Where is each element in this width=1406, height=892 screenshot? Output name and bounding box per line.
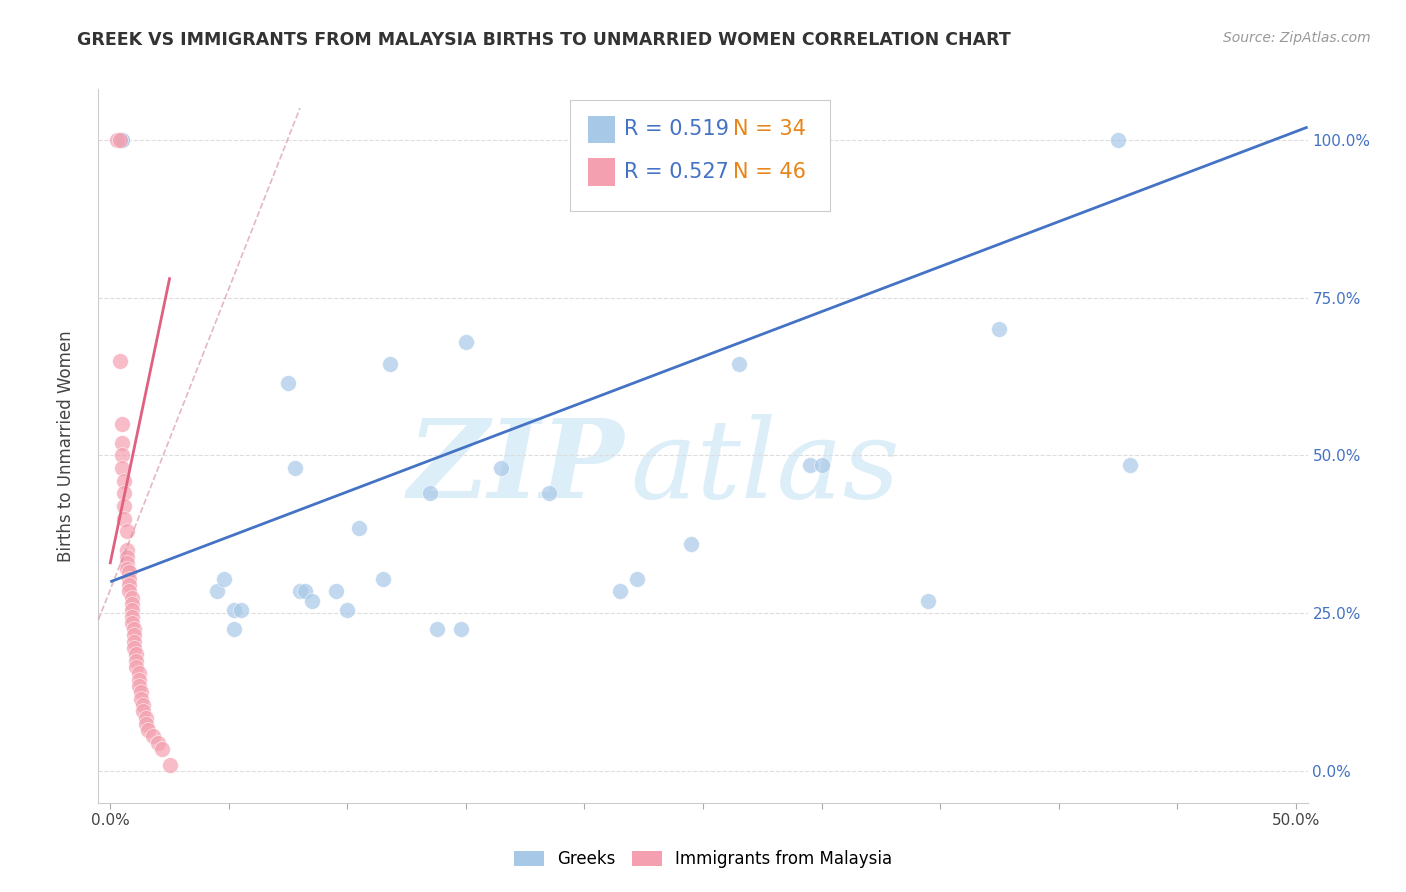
- Point: [491, 461, 513, 475]
- Point: [115, 543, 138, 558]
- FancyBboxPatch shape: [588, 159, 614, 186]
- Point: [118, 578, 141, 592]
- Text: R = 0.519: R = 0.519: [624, 120, 730, 139]
- Point: [142, 730, 165, 744]
- Text: R = 0.527: R = 0.527: [624, 162, 730, 182]
- Point: [122, 641, 145, 656]
- Text: atlas: atlas: [630, 414, 900, 521]
- Point: [152, 742, 174, 756]
- Point: [128, 666, 150, 681]
- Point: [111, 461, 134, 475]
- Point: [810, 458, 832, 472]
- FancyBboxPatch shape: [588, 116, 614, 143]
- Point: [132, 704, 155, 718]
- Point: [121, 591, 143, 605]
- Point: [135, 710, 157, 724]
- Legend: Greeks, Immigrants from Malaysia: Greeks, Immigrants from Malaysia: [508, 844, 898, 875]
- Text: N = 34: N = 34: [734, 120, 806, 139]
- Point: [111, 417, 134, 431]
- Point: [212, 572, 235, 586]
- Point: [111, 133, 134, 147]
- Point: [115, 549, 138, 564]
- Point: [681, 537, 703, 551]
- Point: [727, 357, 749, 371]
- Point: [288, 584, 311, 599]
- Text: GREEK VS IMMIGRANTS FROM MALAYSIA BIRTHS TO UNMARRIED WOMEN CORRELATION CHART: GREEK VS IMMIGRANTS FROM MALAYSIA BIRTHS…: [77, 31, 1011, 49]
- Point: [135, 717, 157, 731]
- Point: [111, 133, 134, 147]
- Point: [115, 524, 138, 539]
- Point: [136, 723, 159, 738]
- Point: [128, 673, 150, 687]
- Point: [336, 603, 359, 617]
- Point: [1119, 458, 1142, 472]
- Point: [125, 654, 148, 668]
- Point: [222, 622, 245, 636]
- FancyBboxPatch shape: [569, 100, 830, 211]
- Point: [122, 628, 145, 642]
- Point: [125, 660, 148, 674]
- Point: [108, 133, 131, 147]
- Point: [122, 622, 145, 636]
- Point: [118, 584, 141, 599]
- Point: [114, 474, 136, 488]
- Point: [125, 648, 148, 662]
- Point: [294, 584, 316, 599]
- Point: [129, 685, 152, 699]
- Text: Source: ZipAtlas.com: Source: ZipAtlas.com: [1223, 31, 1371, 45]
- Point: [122, 634, 145, 648]
- Point: [205, 584, 228, 599]
- Point: [450, 622, 472, 636]
- Point: [121, 597, 143, 611]
- Point: [426, 622, 449, 636]
- Point: [229, 603, 252, 617]
- Point: [118, 572, 141, 586]
- Point: [111, 449, 134, 463]
- Point: [111, 435, 134, 450]
- Y-axis label: Births to Unmarried Women: Births to Unmarried Women: [56, 330, 75, 562]
- Point: [799, 458, 821, 472]
- Point: [118, 566, 141, 580]
- Point: [128, 679, 150, 693]
- Point: [121, 609, 143, 624]
- Point: [454, 334, 477, 349]
- Point: [537, 486, 560, 500]
- Point: [347, 521, 370, 535]
- Point: [1107, 133, 1129, 147]
- Point: [121, 615, 143, 630]
- Point: [301, 593, 323, 607]
- Point: [115, 562, 138, 576]
- Point: [129, 691, 152, 706]
- Point: [609, 584, 631, 599]
- Point: [108, 353, 131, 368]
- Point: [114, 511, 136, 525]
- Point: [626, 572, 648, 586]
- Point: [121, 603, 143, 617]
- Point: [277, 376, 299, 390]
- Point: [111, 133, 134, 147]
- Point: [114, 499, 136, 513]
- Point: [222, 603, 245, 617]
- Point: [917, 593, 939, 607]
- Point: [159, 758, 181, 772]
- Text: ZIP: ZIP: [408, 414, 624, 521]
- Point: [115, 556, 138, 570]
- Point: [419, 486, 441, 500]
- Point: [371, 572, 394, 586]
- Point: [284, 461, 307, 475]
- Point: [132, 698, 155, 712]
- Point: [325, 584, 347, 599]
- Point: [114, 486, 136, 500]
- Text: N = 46: N = 46: [734, 162, 806, 182]
- Point: [146, 736, 169, 750]
- Point: [105, 133, 128, 147]
- Point: [378, 357, 401, 371]
- Point: [988, 322, 1011, 336]
